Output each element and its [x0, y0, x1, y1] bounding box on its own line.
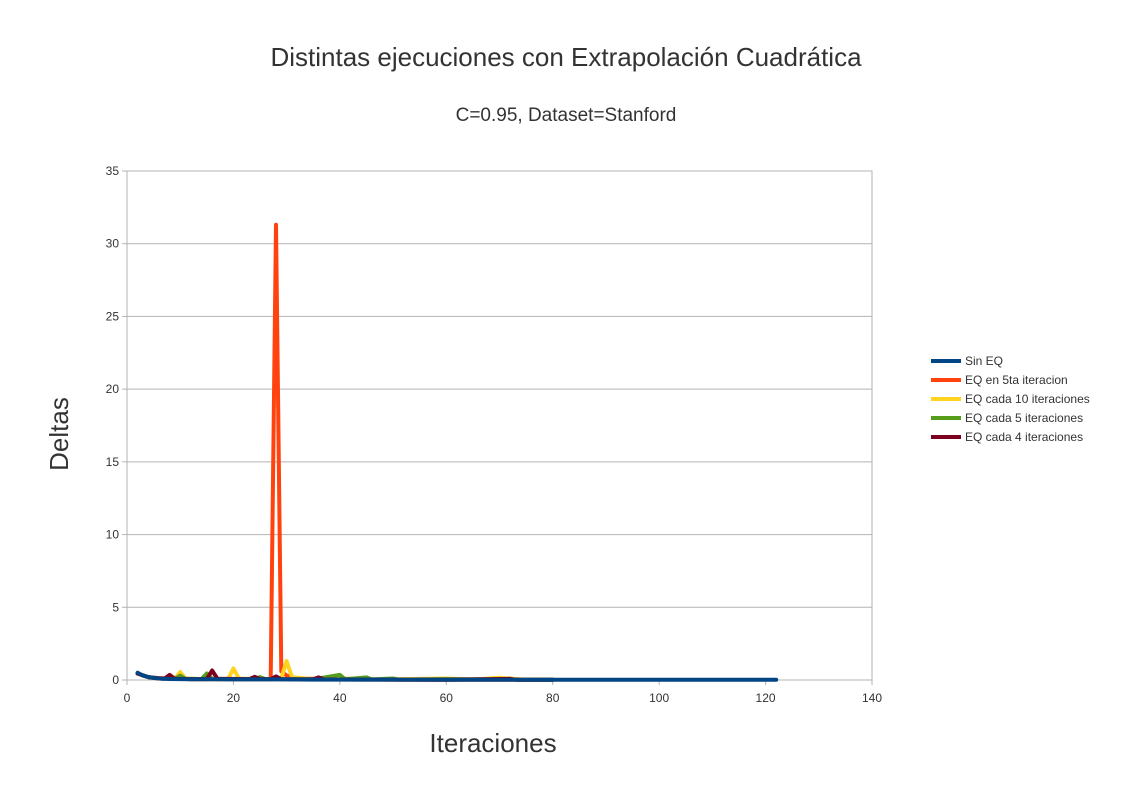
x-tick-label: 0 — [124, 691, 131, 705]
legend: Sin EQ EQ en 5ta iteracion EQ cada 10 iter… — [931, 354, 1090, 444]
series-line-2 — [135, 222, 555, 682]
legend-entry: EQ en 5ta iteracion — [965, 373, 1068, 387]
chart-subtitle: C=0.95, Dataset=Stanford — [456, 105, 677, 126]
x-axis: 0 20 40 60 80 100 120 140 — [124, 680, 882, 705]
y-tick-label: 15 — [106, 455, 120, 469]
legend-entry: Sin EQ — [965, 354, 1003, 368]
y-tick-label: 0 — [112, 673, 119, 687]
y-tick-label: 30 — [106, 237, 120, 251]
series-lines — [135, 222, 779, 682]
y-axis: 0 5 10 15 20 25 30 35 — [106, 164, 127, 687]
x-tick-label: 120 — [756, 691, 776, 705]
x-tick-label: 100 — [649, 691, 669, 705]
x-tick-label: 80 — [546, 691, 560, 705]
y-tick-label: 25 — [106, 309, 120, 323]
series-line-1 — [135, 670, 779, 682]
x-tick-label: 40 — [333, 691, 347, 705]
y-tick-label: 5 — [112, 600, 119, 614]
x-axis-title: Iteraciones — [429, 728, 556, 758]
grid-lines — [127, 170, 872, 681]
legend-entry: EQ cada 5 iteraciones — [965, 411, 1083, 425]
y-tick-label: 10 — [106, 528, 120, 542]
y-tick-label: 20 — [106, 382, 120, 396]
plot-area — [126, 170, 873, 681]
y-tick-label: 35 — [106, 164, 120, 178]
legend-entry: EQ cada 4 iteraciones — [965, 430, 1083, 444]
chart-title: Distintas ejecuciones con Extrapolación … — [270, 42, 862, 72]
legend-entry: EQ cada 10 iteraciones — [965, 392, 1090, 406]
x-tick-label: 60 — [440, 691, 454, 705]
x-tick-label: 140 — [862, 691, 882, 705]
x-tick-label: 20 — [227, 691, 241, 705]
y-axis-title: Deltas — [44, 397, 74, 471]
